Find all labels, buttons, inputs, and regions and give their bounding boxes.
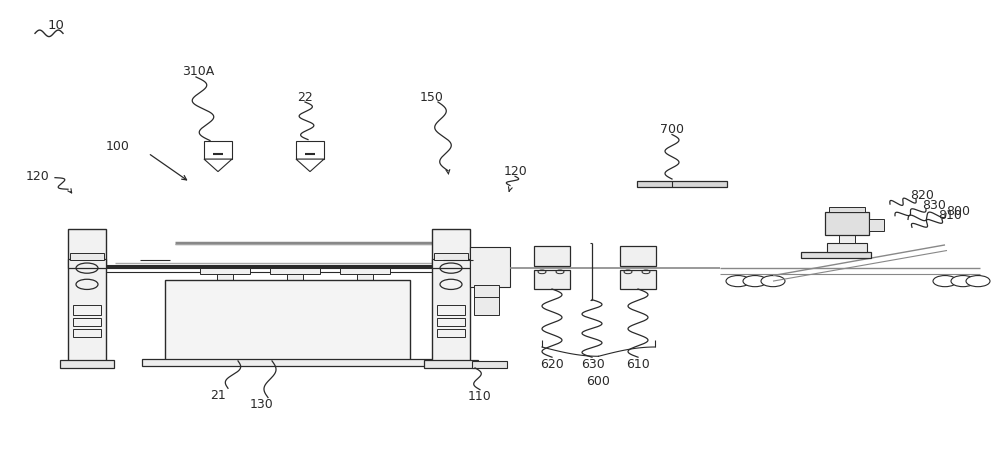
Bar — [434, 253, 468, 260]
Bar — [829, 207, 865, 213]
Bar — [270, 269, 320, 274]
Bar — [470, 248, 510, 287]
Polygon shape — [296, 160, 324, 172]
Circle shape — [726, 276, 750, 287]
Bar — [165, 280, 410, 361]
Bar — [200, 269, 250, 274]
Bar — [432, 259, 470, 269]
Bar — [620, 247, 656, 266]
Bar — [437, 318, 465, 326]
Text: 10: 10 — [48, 19, 65, 32]
Bar — [357, 274, 373, 299]
Bar — [70, 253, 104, 260]
Bar — [474, 297, 499, 315]
Bar — [637, 181, 727, 188]
Text: 120: 120 — [26, 169, 50, 182]
Text: 610: 610 — [626, 357, 650, 370]
Bar — [825, 213, 869, 235]
Text: 120: 120 — [504, 165, 528, 178]
Bar — [534, 270, 570, 289]
Text: 630: 630 — [581, 357, 605, 370]
Bar — [472, 361, 507, 368]
Bar — [437, 330, 465, 337]
Circle shape — [951, 276, 975, 287]
Bar — [827, 244, 867, 253]
Circle shape — [966, 276, 990, 287]
Bar — [839, 235, 855, 244]
Bar — [142, 359, 432, 366]
Text: 22: 22 — [297, 91, 313, 104]
Bar — [217, 274, 233, 299]
Bar — [437, 306, 465, 315]
Bar — [534, 247, 570, 266]
Bar — [801, 253, 871, 258]
Bar — [424, 360, 478, 368]
Bar — [340, 269, 390, 274]
Text: 150: 150 — [420, 91, 444, 104]
Bar — [73, 330, 101, 337]
Text: 830: 830 — [922, 198, 946, 211]
Bar — [296, 142, 324, 160]
Text: 800: 800 — [946, 204, 970, 217]
Circle shape — [933, 276, 957, 287]
Text: 130: 130 — [250, 397, 274, 410]
Bar — [869, 220, 884, 232]
Bar — [73, 318, 101, 326]
Text: 310A: 310A — [182, 65, 214, 78]
Bar — [68, 259, 106, 269]
Bar — [474, 286, 499, 299]
Bar — [432, 229, 470, 361]
Text: 100: 100 — [106, 139, 130, 152]
Text: 820: 820 — [910, 189, 934, 202]
Text: 21: 21 — [210, 388, 226, 401]
Bar — [73, 306, 101, 315]
Circle shape — [743, 276, 767, 287]
Bar — [287, 274, 303, 299]
Bar — [204, 142, 232, 160]
Text: 110: 110 — [468, 389, 492, 402]
Bar — [60, 360, 114, 368]
Bar — [620, 270, 656, 289]
Bar — [68, 229, 106, 361]
Polygon shape — [204, 160, 232, 172]
Text: 600: 600 — [586, 374, 610, 387]
Text: 700: 700 — [660, 123, 684, 136]
Text: 620: 620 — [540, 357, 564, 370]
Circle shape — [761, 276, 785, 287]
Text: 810: 810 — [938, 209, 962, 222]
